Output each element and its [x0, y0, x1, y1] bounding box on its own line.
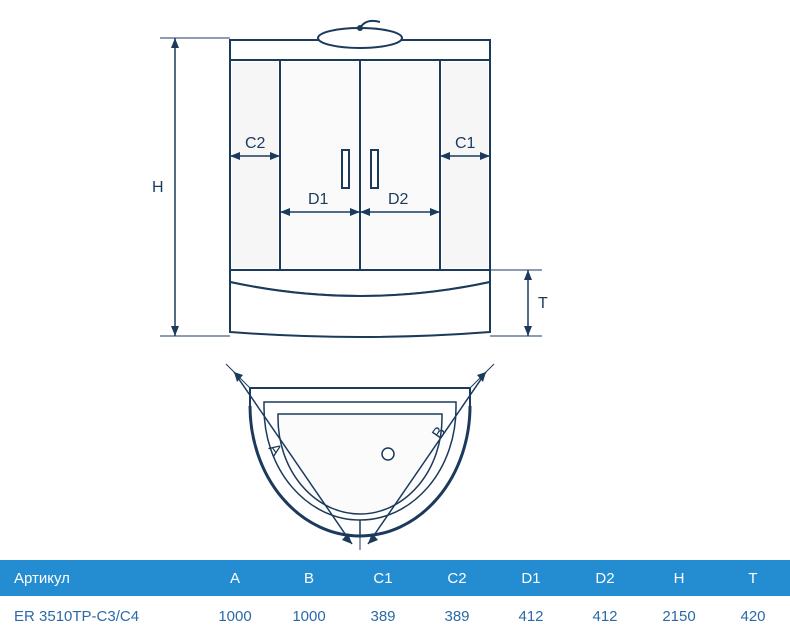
sku-cell: ER 3510TP-C3/C4 [14, 608, 198, 625]
header-C1: C1 [346, 570, 420, 587]
cell-D2: 412 [568, 608, 642, 625]
label-D1: D1 [308, 191, 329, 208]
dimension-H: H [152, 38, 230, 336]
technical-drawing: H T C [0, 0, 790, 560]
label-D2: D2 [388, 191, 409, 208]
header-A: A [198, 570, 272, 587]
header-C2: C2 [420, 570, 494, 587]
cell-D1: 412 [494, 608, 568, 625]
cell-H: 2150 [642, 608, 716, 625]
header-B: B [272, 570, 346, 587]
cell-C1: 389 [346, 608, 420, 625]
header-T: T [716, 570, 790, 587]
cell-T: 420 [716, 608, 790, 625]
dimension-T: T [490, 270, 548, 336]
cell-C2: 389 [420, 608, 494, 625]
header-D2: D2 [568, 570, 642, 587]
front-elevation: H T C [152, 21, 548, 337]
dimension-table: АртикулABC1C2D1D2HT ER 3510TP-C3/C4 1000… [0, 560, 790, 636]
shower-head-icon [318, 21, 402, 48]
header-H: H [642, 570, 716, 587]
base-tray [230, 270, 490, 337]
label-C1: C1 [455, 135, 476, 152]
table-data-row: ER 3510TP-C3/C4 1000 1000 389 389 412 41… [0, 596, 790, 636]
header-D1: D1 [494, 570, 568, 587]
label-T: T [538, 295, 548, 312]
cell-A: 1000 [198, 608, 272, 625]
cell-B: 1000 [272, 608, 346, 625]
label-H: H [152, 179, 164, 196]
table-header-row: АртикулABC1C2D1D2HT [0, 560, 790, 596]
header-sku: Артикул [14, 570, 198, 587]
plan-view: A B [226, 364, 494, 550]
label-C2: C2 [245, 135, 266, 152]
